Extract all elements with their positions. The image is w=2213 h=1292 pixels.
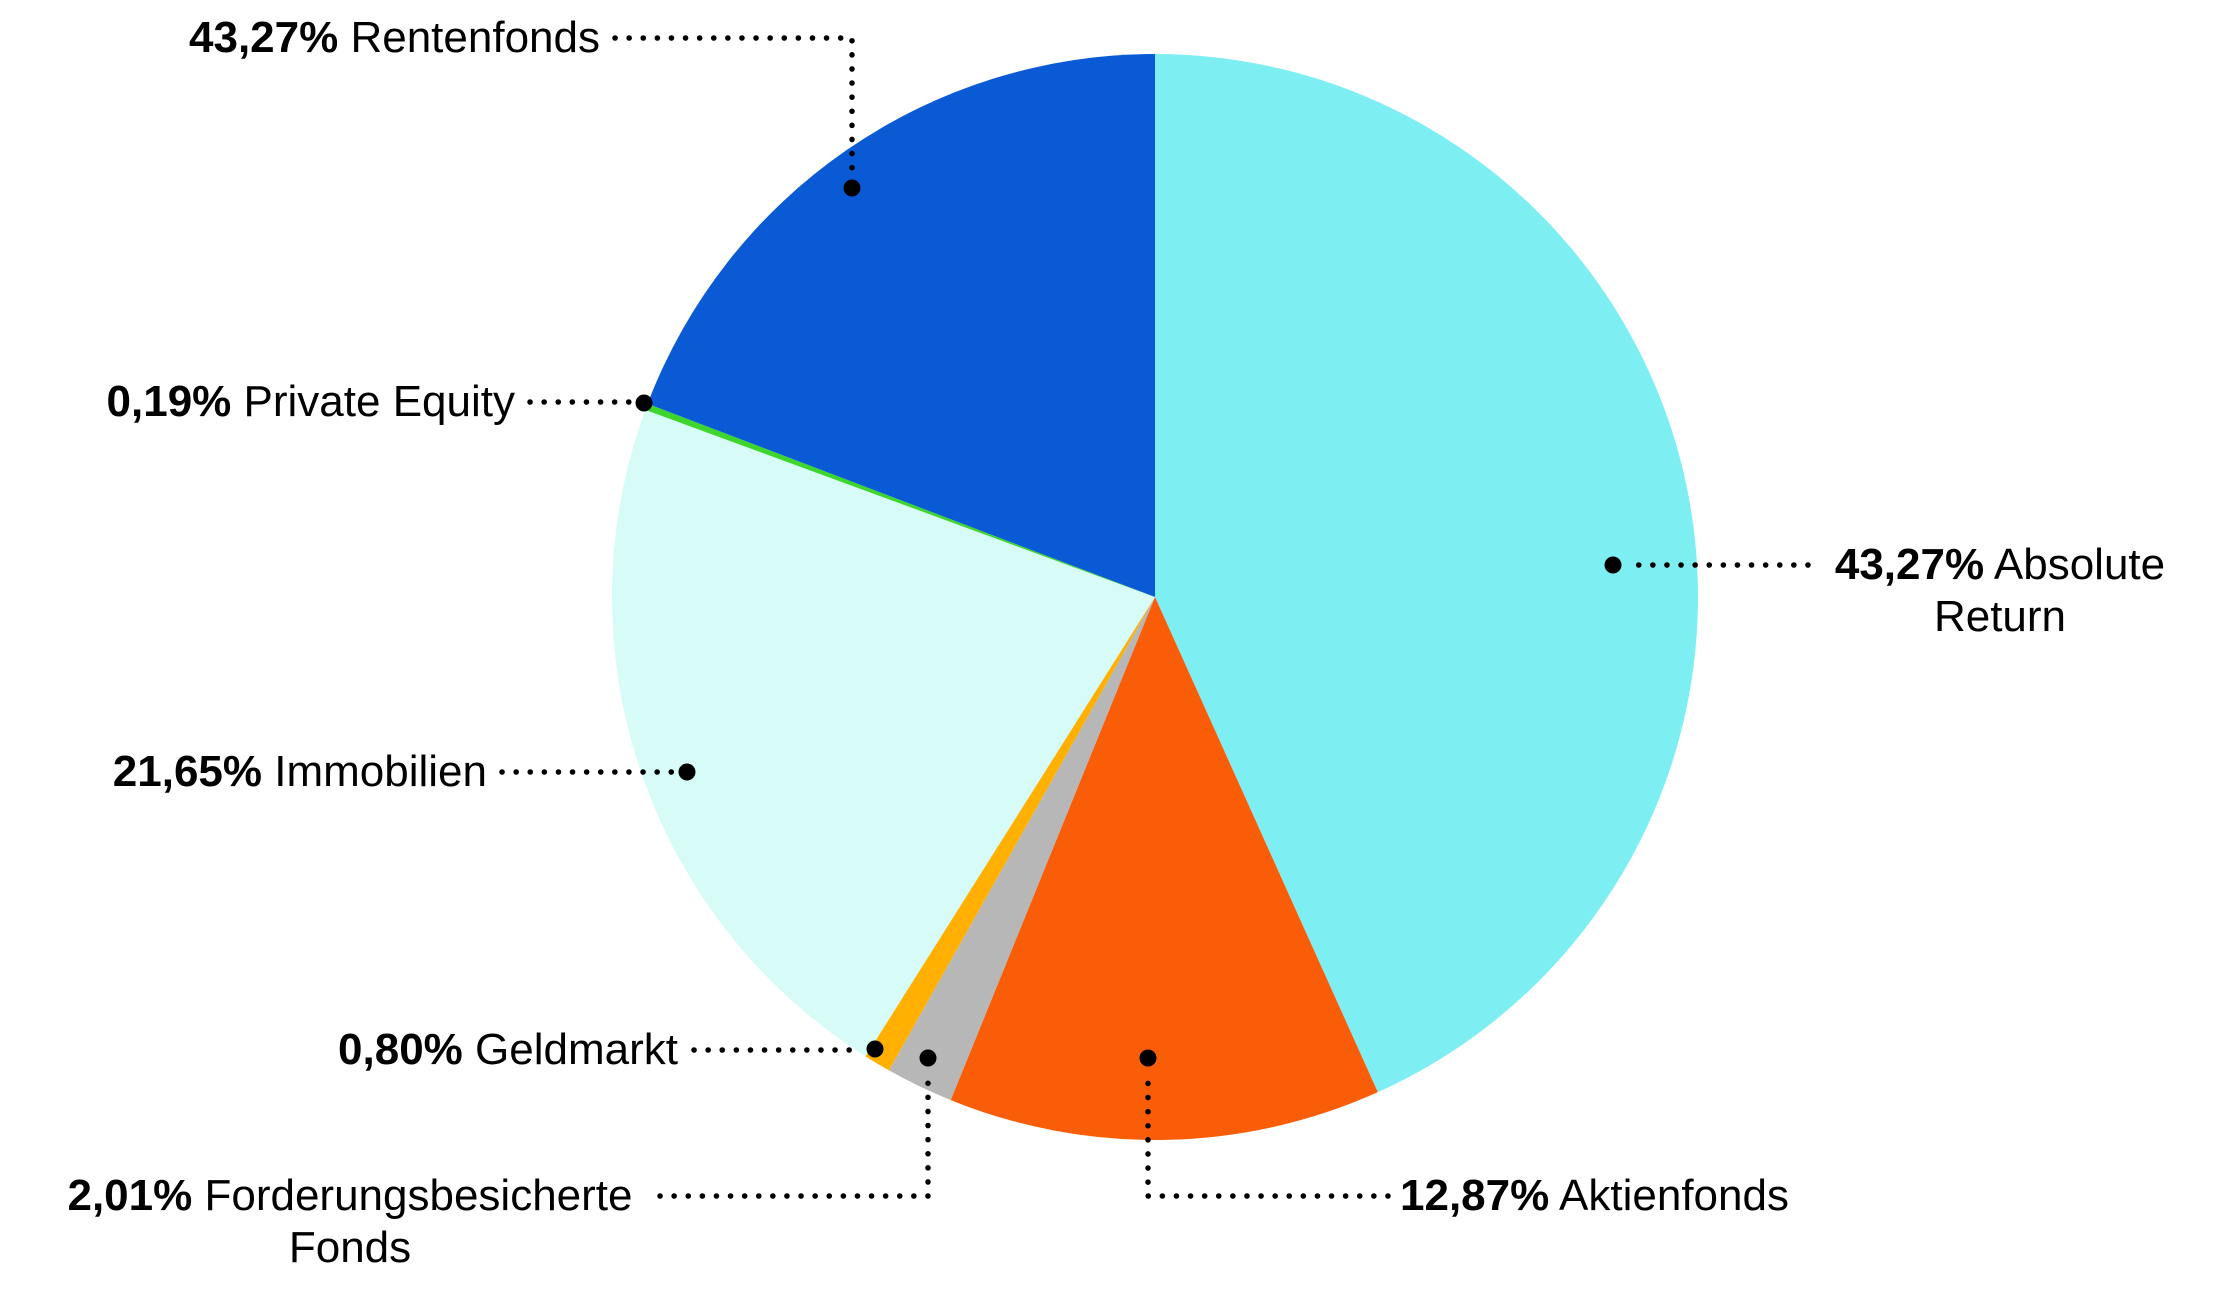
leader-dot-geldmarkt — [866, 1040, 884, 1058]
label-forderungsbesicherte-fonds-name: Forderungsbesicherte Fonds — [204, 1171, 633, 1272]
label-immobilien-name: Immobilien — [274, 747, 487, 796]
leader-dot-forderungsbesicherte-fonds — [919, 1049, 937, 1067]
label-geldmarkt: 0,80% Geldmarkt — [338, 1024, 678, 1076]
leader-dot-absolute-return — [1604, 556, 1622, 574]
leader-line-rentenfonds — [612, 35, 855, 179]
leader-dot-rentenfonds — [843, 179, 861, 197]
label-private-equity-name: Private Equity — [243, 377, 515, 426]
label-geldmarkt-percent: 0,80% — [338, 1025, 463, 1074]
label-immobilien: 21,65% Immobilien — [113, 746, 487, 798]
leader-dot-aktienfonds — [1139, 1049, 1157, 1067]
label-forderungsbesicherte-fonds: 2,01% Forderungsbesicherte Fonds — [20, 1170, 680, 1274]
label-aktienfonds: 12,87% Aktienfonds — [1400, 1170, 1789, 1222]
label-aktienfonds-percent: 12,87% — [1400, 1171, 1550, 1220]
label-private-equity-percent: 0,19% — [106, 377, 232, 426]
label-absolute-return: 43,27% Absolute Return — [1800, 539, 2200, 643]
label-aktienfonds-name: Aktienfonds — [1559, 1171, 1789, 1220]
label-rentenfonds-percent: 43,27% — [189, 13, 339, 62]
pie-slice-private-equity — [645, 403, 1155, 597]
pie-slice-rentenfonds — [647, 54, 1155, 597]
pie-slice-forderungsbesicherte-fonds — [888, 597, 1155, 1101]
label-private-equity: 0,19% Private Equity — [107, 376, 515, 428]
leader-line-aktienfonds — [1145, 1067, 1391, 1199]
label-rentenfonds: 43,27% Rentenfonds — [189, 12, 600, 64]
leader-dot-immobilien — [678, 763, 696, 781]
leader-line-forderungsbesicherte-fonds — [657, 1067, 931, 1199]
pie-slice-geldmarkt — [865, 597, 1155, 1071]
pie-slice-absolute-return — [1155, 54, 1698, 1093]
leader-dot-private-equity — [635, 394, 653, 412]
label-absolute-return-percent: 43,27% — [1834, 540, 1985, 589]
label-geldmarkt-name: Geldmarkt — [475, 1025, 678, 1074]
pie-slice-aktienfonds — [950, 597, 1378, 1140]
label-forderungsbesicherte-fonds-percent: 2,01% — [67, 1171, 193, 1220]
label-immobilien-percent: 21,65% — [112, 747, 263, 796]
label-rentenfonds-name: Rentenfonds — [350, 13, 600, 62]
label-absolute-return-name: Absolute Return — [1933, 540, 2166, 641]
pie-slice-immobilien — [612, 409, 1155, 1057]
